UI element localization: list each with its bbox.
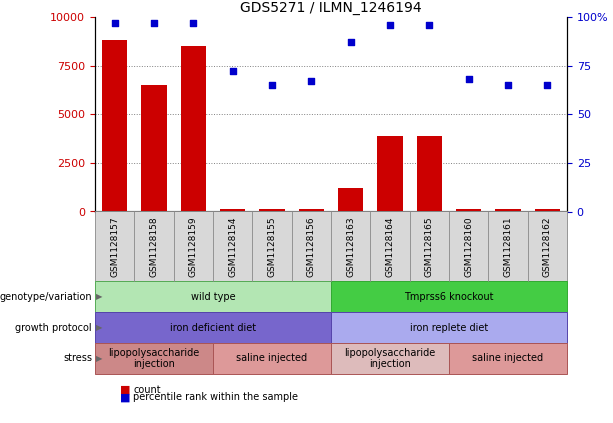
Text: ■: ■	[120, 392, 130, 402]
Text: stress: stress	[63, 354, 92, 363]
Text: GSM1128163: GSM1128163	[346, 216, 355, 277]
Point	[110, 19, 120, 26]
Text: GSM1128158: GSM1128158	[150, 216, 159, 277]
Text: ▶: ▶	[96, 292, 102, 301]
Text: GSM1128156: GSM1128156	[307, 216, 316, 277]
Text: Tmprss6 knockout: Tmprss6 knockout	[404, 292, 494, 302]
Text: growth protocol: growth protocol	[15, 323, 92, 332]
Text: saline injected: saline injected	[473, 354, 544, 363]
Text: GSM1128159: GSM1128159	[189, 216, 198, 277]
Bar	[181, 46, 206, 212]
Bar	[338, 188, 364, 212]
Bar	[495, 209, 521, 212]
Point	[149, 19, 159, 26]
Text: count: count	[133, 385, 161, 395]
Bar	[456, 209, 481, 212]
Bar	[259, 209, 285, 212]
Bar	[102, 40, 128, 212]
Point	[228, 68, 238, 75]
Text: lipopolysaccharide
injection: lipopolysaccharide injection	[345, 348, 436, 369]
Text: ▶: ▶	[96, 354, 102, 363]
Bar	[417, 136, 442, 212]
Point	[503, 82, 513, 88]
Point	[464, 76, 474, 82]
Text: GSM1128157: GSM1128157	[110, 216, 119, 277]
Text: iron replete diet: iron replete diet	[410, 323, 488, 332]
Text: lipopolysaccharide
injection: lipopolysaccharide injection	[109, 348, 200, 369]
Bar	[377, 136, 403, 212]
Bar	[535, 209, 560, 212]
Text: GSM1128165: GSM1128165	[425, 216, 434, 277]
Title: GDS5271 / ILMN_1246194: GDS5271 / ILMN_1246194	[240, 0, 422, 14]
Point	[424, 21, 434, 28]
Text: GSM1128155: GSM1128155	[267, 216, 276, 277]
Text: wild type: wild type	[191, 292, 235, 302]
Text: GSM1128162: GSM1128162	[543, 216, 552, 277]
Text: ■: ■	[120, 385, 130, 395]
Point	[267, 82, 277, 88]
Point	[543, 82, 552, 88]
Text: iron deficient diet: iron deficient diet	[170, 323, 256, 332]
Text: GSM1128161: GSM1128161	[503, 216, 512, 277]
Text: saline injected: saline injected	[237, 354, 308, 363]
Bar	[141, 85, 167, 212]
Text: GSM1128154: GSM1128154	[228, 216, 237, 277]
Bar	[299, 209, 324, 212]
Text: genotype/variation: genotype/variation	[0, 292, 92, 302]
Text: GSM1128160: GSM1128160	[464, 216, 473, 277]
Point	[306, 78, 316, 85]
Point	[385, 21, 395, 28]
Text: GSM1128164: GSM1128164	[386, 216, 395, 277]
Text: ▶: ▶	[96, 323, 102, 332]
Point	[346, 39, 356, 46]
Bar	[220, 209, 245, 212]
Point	[188, 19, 198, 26]
Text: percentile rank within the sample: percentile rank within the sample	[133, 392, 298, 402]
